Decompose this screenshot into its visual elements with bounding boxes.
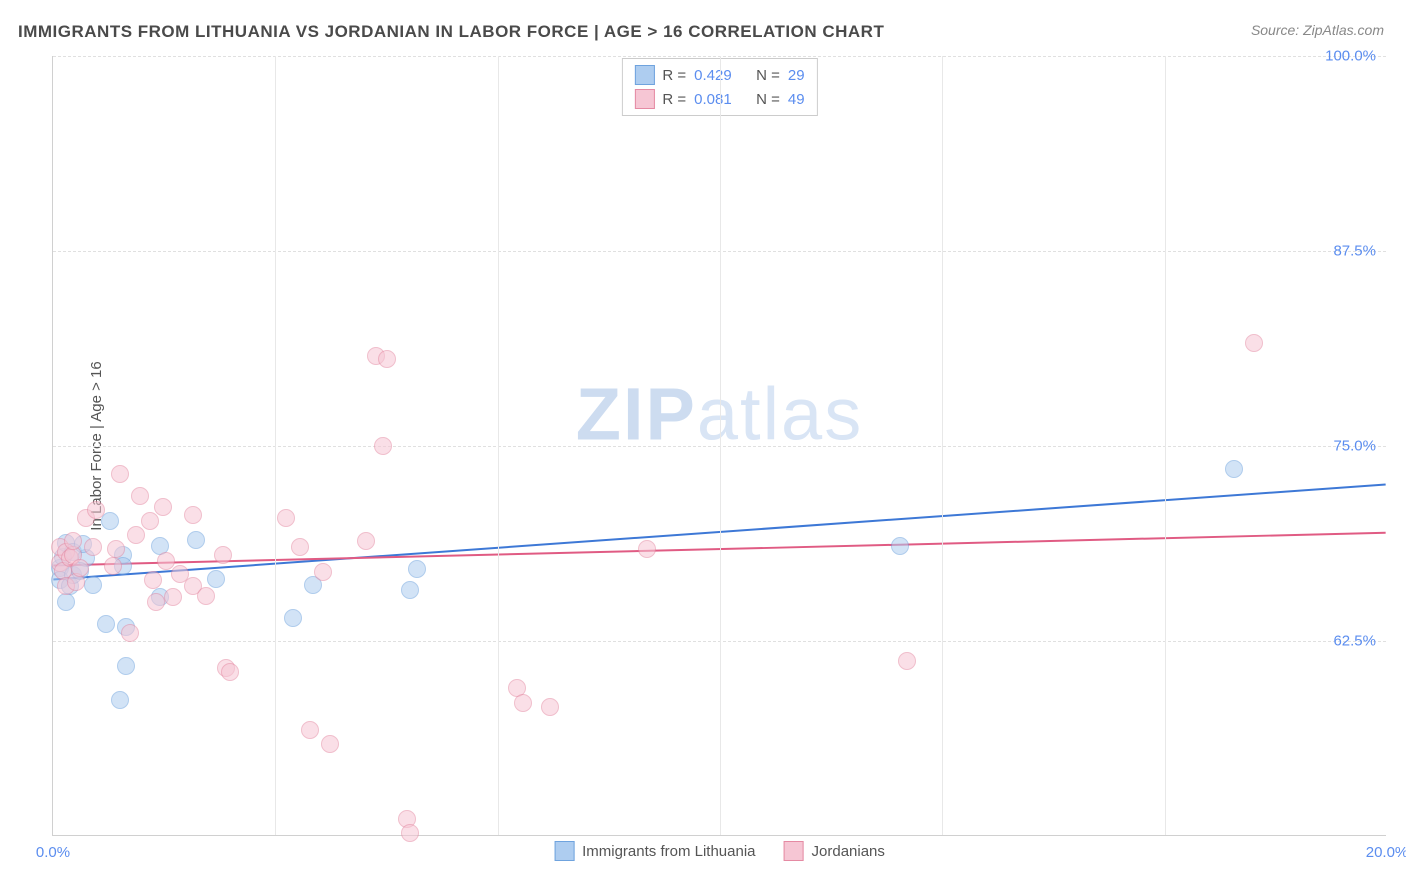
scatter-point bbox=[891, 537, 909, 555]
scatter-point bbox=[291, 538, 309, 556]
n-label: N = bbox=[756, 91, 780, 108]
scatter-point bbox=[141, 512, 159, 530]
plot-area: ZIPatlas R =0.429N =29R =0.081N =49 Immi… bbox=[52, 56, 1386, 836]
r-label: R = bbox=[662, 91, 686, 108]
scatter-point bbox=[187, 531, 205, 549]
legend-series-label: Jordanians bbox=[812, 843, 885, 860]
n-label: N = bbox=[756, 67, 780, 84]
scatter-point bbox=[898, 652, 916, 670]
scatter-point bbox=[214, 546, 232, 564]
scatter-point bbox=[117, 657, 135, 675]
scatter-point bbox=[164, 588, 182, 606]
scatter-point bbox=[84, 538, 102, 556]
scatter-point bbox=[84, 576, 102, 594]
legend-swatch bbox=[634, 65, 654, 85]
chart-title: IMMIGRANTS FROM LITHUANIA VS JORDANIAN I… bbox=[18, 22, 884, 42]
ytick-label: 87.5% bbox=[1333, 243, 1376, 260]
legend-series: Immigrants from Lithuania Jordanians bbox=[554, 841, 885, 861]
scatter-point bbox=[111, 465, 129, 483]
scatter-point bbox=[374, 437, 392, 455]
scatter-point bbox=[147, 593, 165, 611]
scatter-point bbox=[1245, 334, 1263, 352]
gridline-v bbox=[942, 56, 943, 835]
source-attribution: Source: ZipAtlas.com bbox=[1251, 22, 1384, 38]
legend-swatch bbox=[784, 841, 804, 861]
legend-series-item: Jordanians bbox=[784, 841, 885, 861]
scatter-point bbox=[401, 581, 419, 599]
scatter-point bbox=[301, 721, 319, 739]
gridline-v bbox=[720, 56, 721, 835]
legend-series-item: Immigrants from Lithuania bbox=[554, 841, 755, 861]
watermark-atlas: atlas bbox=[697, 373, 863, 456]
scatter-point bbox=[357, 532, 375, 550]
r-value: 0.081 bbox=[694, 91, 748, 108]
gridline-v bbox=[498, 56, 499, 835]
scatter-point bbox=[87, 501, 105, 519]
ytick-label: 75.0% bbox=[1333, 438, 1376, 455]
scatter-point bbox=[104, 557, 122, 575]
xtick-label: 20.0% bbox=[1366, 844, 1406, 861]
scatter-point bbox=[131, 487, 149, 505]
scatter-point bbox=[184, 506, 202, 524]
ytick-label: 100.0% bbox=[1325, 48, 1376, 65]
scatter-point bbox=[314, 563, 332, 581]
scatter-point bbox=[221, 663, 239, 681]
scatter-point bbox=[121, 624, 139, 642]
scatter-point bbox=[207, 570, 225, 588]
xtick-label: 0.0% bbox=[36, 844, 70, 861]
scatter-point bbox=[378, 350, 396, 368]
scatter-point bbox=[541, 698, 559, 716]
scatter-point bbox=[197, 587, 215, 605]
scatter-point bbox=[144, 571, 162, 589]
scatter-point bbox=[401, 824, 419, 842]
scatter-point bbox=[111, 691, 129, 709]
r-label: R = bbox=[662, 67, 686, 84]
legend-swatch bbox=[634, 89, 654, 109]
ytick-label: 62.5% bbox=[1333, 633, 1376, 650]
scatter-point bbox=[97, 615, 115, 633]
gridline-v bbox=[1165, 56, 1166, 835]
scatter-point bbox=[284, 609, 302, 627]
scatter-point bbox=[408, 560, 426, 578]
n-value: 29 bbox=[788, 67, 805, 84]
legend-series-label: Immigrants from Lithuania bbox=[582, 843, 755, 860]
scatter-point bbox=[277, 509, 295, 527]
gridline-v bbox=[275, 56, 276, 835]
scatter-point bbox=[154, 498, 172, 516]
scatter-point bbox=[321, 735, 339, 753]
watermark-zip: ZIP bbox=[576, 373, 697, 456]
scatter-point bbox=[71, 559, 89, 577]
legend-swatch bbox=[554, 841, 574, 861]
n-value: 49 bbox=[788, 91, 805, 108]
scatter-point bbox=[57, 593, 75, 611]
scatter-point bbox=[107, 540, 125, 558]
scatter-point bbox=[64, 532, 82, 550]
scatter-point bbox=[638, 540, 656, 558]
r-value: 0.429 bbox=[694, 67, 748, 84]
scatter-point bbox=[1225, 460, 1243, 478]
scatter-point bbox=[514, 694, 532, 712]
scatter-point bbox=[127, 526, 145, 544]
